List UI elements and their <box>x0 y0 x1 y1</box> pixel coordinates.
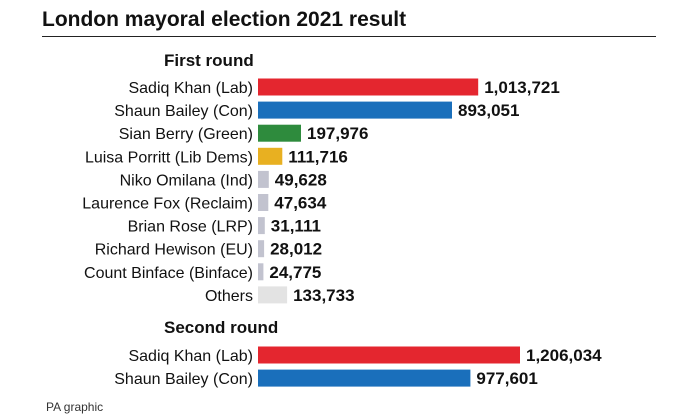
first-round-bar <box>258 286 288 304</box>
title-divider <box>42 36 656 37</box>
first-round-value-label: 49,628 <box>275 170 327 189</box>
source-credit: PA graphic <box>46 400 104 414</box>
first-round-candidate-label: Shaun Bailey (Con) <box>114 103 253 120</box>
second-round-candidate-label: Shaun Bailey (Con) <box>114 371 253 388</box>
first-round-candidate-label: Niko Omilana (Ind) <box>120 172 253 189</box>
first-round-candidate-label: Count Binface (Binface) <box>84 265 253 282</box>
first-round-candidate-label: Luisa Porritt (Lib Dems) <box>85 149 253 166</box>
second-round-bar <box>258 369 471 387</box>
first-round-value-label: 31,111 <box>271 217 321 236</box>
first-round-bar <box>258 78 479 96</box>
first-round-candidate-label: Richard Hewison (EU) <box>95 242 253 259</box>
first-round-candidate-label: Laurence Fox (Reclaim) <box>82 196 253 213</box>
first-round-value-label: 893,051 <box>458 101 519 120</box>
first-round-bar <box>258 147 283 165</box>
first-round-value-label: 47,634 <box>274 194 327 213</box>
first-round-value-label: 24,775 <box>269 263 321 282</box>
first-round-candidate-label: Sian Berry (Green) <box>119 126 253 143</box>
second-round-value-label: 1,206,034 <box>526 346 602 365</box>
second-round-title: Second round <box>164 318 278 337</box>
first-round-bar <box>258 240 265 258</box>
second-round-bar <box>258 346 520 364</box>
results-chart: First round Sadiq Khan (Lab) 1,013,721 Shau… <box>82 51 602 388</box>
first-round-bar <box>258 101 452 119</box>
first-round-candidate-label: Brian Rose (LRP) <box>128 219 253 236</box>
second-round-candidate-label: Sadiq Khan (Lab) <box>128 348 253 365</box>
first-round-bar <box>258 124 301 142</box>
first-round-value-label: 197,976 <box>307 124 368 143</box>
first-round-value-label: 28,012 <box>270 240 322 259</box>
first-round-value-label: 111,716 <box>288 147 348 166</box>
first-round-candidate-label: Sadiq Khan (Lab) <box>128 80 253 97</box>
first-round-bar <box>258 217 265 235</box>
second-round-value-label: 977,601 <box>476 369 537 388</box>
first-round-title: First round <box>164 51 254 70</box>
first-round-value-label: 133,733 <box>293 286 354 305</box>
first-round-bar <box>258 170 269 188</box>
first-round-value-label: 1,013,721 <box>484 78 560 97</box>
first-round-candidate-label: Others <box>205 288 253 305</box>
first-round-bar <box>258 194 269 211</box>
chart-title: London mayoral election 2021 result <box>42 8 407 31</box>
first-round-bar <box>258 263 264 281</box>
